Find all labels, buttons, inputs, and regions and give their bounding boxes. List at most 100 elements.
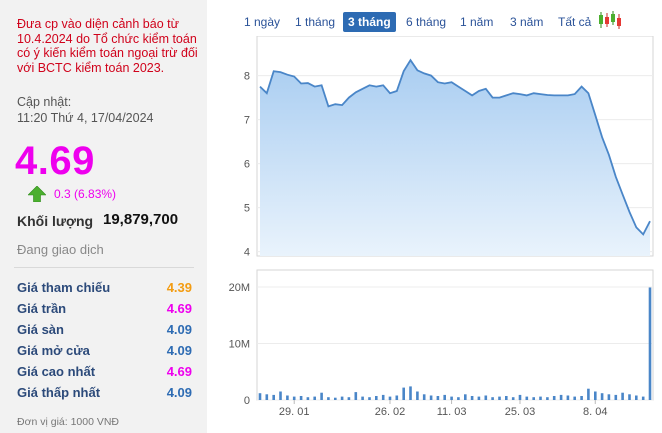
low-price-value: 4.09 (166, 385, 192, 400)
volume-bar (559, 394, 563, 400)
volume-value: 19,879,700 (103, 211, 179, 228)
volume-bar (279, 391, 282, 400)
volume-bar (457, 397, 460, 400)
volume-bar (388, 396, 392, 400)
volume-tick-label: 0 (244, 395, 250, 407)
update-time: 11:20 Thứ 4, 17/04/2024 (17, 111, 154, 125)
x-tick-label: 11. 03 (437, 406, 467, 418)
low-price-label: Giá thấp nhất (17, 385, 101, 400)
price-line (259, 58, 651, 236)
volume-bar (498, 396, 501, 400)
volume-bar (491, 397, 494, 400)
price-tick-label: 5 (244, 203, 250, 215)
volume-tick-label: 20M (229, 282, 250, 294)
tab-3-months[interactable]: 3 tháng (343, 12, 396, 32)
volume-bar (429, 395, 433, 400)
tab-6-months[interactable]: 6 tháng (406, 15, 447, 29)
volume-bar (546, 397, 549, 400)
volume-bar (402, 387, 405, 400)
price-tick-label: 7 (244, 115, 250, 127)
volume-bar (628, 394, 631, 400)
volume-bar (511, 397, 515, 400)
price-unit-note: Đơn vị giá: 1000 VNĐ (17, 416, 120, 428)
open-price-label: Giá mở cửa (17, 343, 90, 358)
volume-bar (484, 395, 488, 400)
tab-1-day[interactable]: 1 ngày (244, 15, 281, 29)
volume-bar (566, 395, 570, 400)
volume-bar (327, 397, 330, 400)
volume-bar (265, 394, 269, 400)
volume-bar (395, 395, 399, 400)
candlestick-chart-icon[interactable] (598, 10, 622, 30)
floor-price-value: 4.09 (166, 322, 192, 337)
ceiling-price-value: 4.69 (166, 301, 192, 316)
volume-bar (422, 394, 426, 400)
volume-bar (443, 394, 446, 400)
volume-bar (518, 394, 522, 400)
high-price-value: 4.69 (166, 364, 192, 379)
volume-bar (436, 396, 440, 400)
floor-price-label: Giá sàn (17, 322, 64, 337)
volume-bar (477, 396, 481, 400)
volume-bar (470, 396, 474, 400)
tab-1-year[interactable]: 1 năm (460, 15, 494, 29)
volume-bar (450, 396, 453, 400)
volume-bar (286, 395, 289, 400)
x-tick-label: 25. 03 (505, 406, 536, 418)
price-tick-label: 6 (244, 159, 250, 171)
volume-bar (532, 397, 535, 400)
volume-bar (272, 394, 275, 400)
volume-bar (573, 396, 576, 400)
volume-bar (464, 394, 467, 400)
volume-bar (299, 396, 303, 400)
volume-bar (580, 396, 583, 400)
x-tick-label: 8. 04 (583, 406, 607, 418)
volume-plot-frame (256, 269, 654, 401)
volume-bar (306, 397, 310, 400)
tab-1-month[interactable]: 1 tháng (295, 15, 336, 29)
volume-bar (621, 392, 624, 400)
open-price-value: 4.09 (166, 343, 192, 358)
volume-bar (375, 396, 378, 400)
volume-bar (607, 394, 611, 400)
volume-tick-label: 10M (229, 338, 250, 350)
volume-bar (409, 386, 412, 400)
volume-bar (258, 393, 262, 400)
volume-bar (347, 397, 351, 400)
volume-bar (340, 396, 344, 400)
high-price-label: Giá cao nhất (17, 364, 96, 379)
volume-bar (292, 396, 296, 400)
volume-bar (614, 394, 618, 400)
volume-bar (648, 287, 652, 400)
warning-text: Đưa cp vào diện cảnh báo từ 10.4.2024 do… (17, 17, 198, 75)
tab-all[interactable]: Tất cả (558, 15, 592, 29)
volume-bar (313, 396, 316, 400)
arrow-up-icon (28, 186, 46, 202)
volume-bar (320, 392, 323, 400)
volume-bar (334, 397, 337, 400)
stock-info-panel: Đưa cp vào diện cảnh báo từ 10.4.2024 do… (0, 0, 207, 433)
price-tick-label: 4 (244, 247, 250, 259)
stock-chart: 8 7 6 5 4 20M 10M 0 29. 01 26. 02 11. 03 25. 03 8.… (229, 36, 654, 418)
price-change: 0.3 (6.83%) (54, 187, 117, 201)
update-label: Cập nhật: (17, 95, 72, 109)
reference-price-label: Giá tham chiếu (17, 280, 111, 295)
volume-bar (552, 396, 556, 400)
volume-bar (368, 397, 371, 400)
volume-bar (587, 388, 590, 400)
tab-3-years[interactable]: 3 năm (510, 15, 544, 29)
x-tick-label: 29. 01 (279, 406, 310, 418)
volume-bar (361, 396, 364, 400)
ceiling-price-label: Giá trần (17, 301, 67, 316)
volume-bar (600, 393, 604, 400)
x-tick-label: 26. 02 (375, 406, 406, 418)
trading-status: Đang giao dịch (17, 242, 104, 257)
current-price: 4.69 (15, 139, 95, 183)
volume-bar (635, 395, 638, 400)
price-tick-label: 8 (244, 71, 250, 83)
volume-bar (416, 391, 419, 400)
price-area (260, 60, 650, 257)
volume-bar (505, 396, 508, 400)
volume-bar (539, 396, 542, 400)
volume-bar (381, 394, 385, 400)
